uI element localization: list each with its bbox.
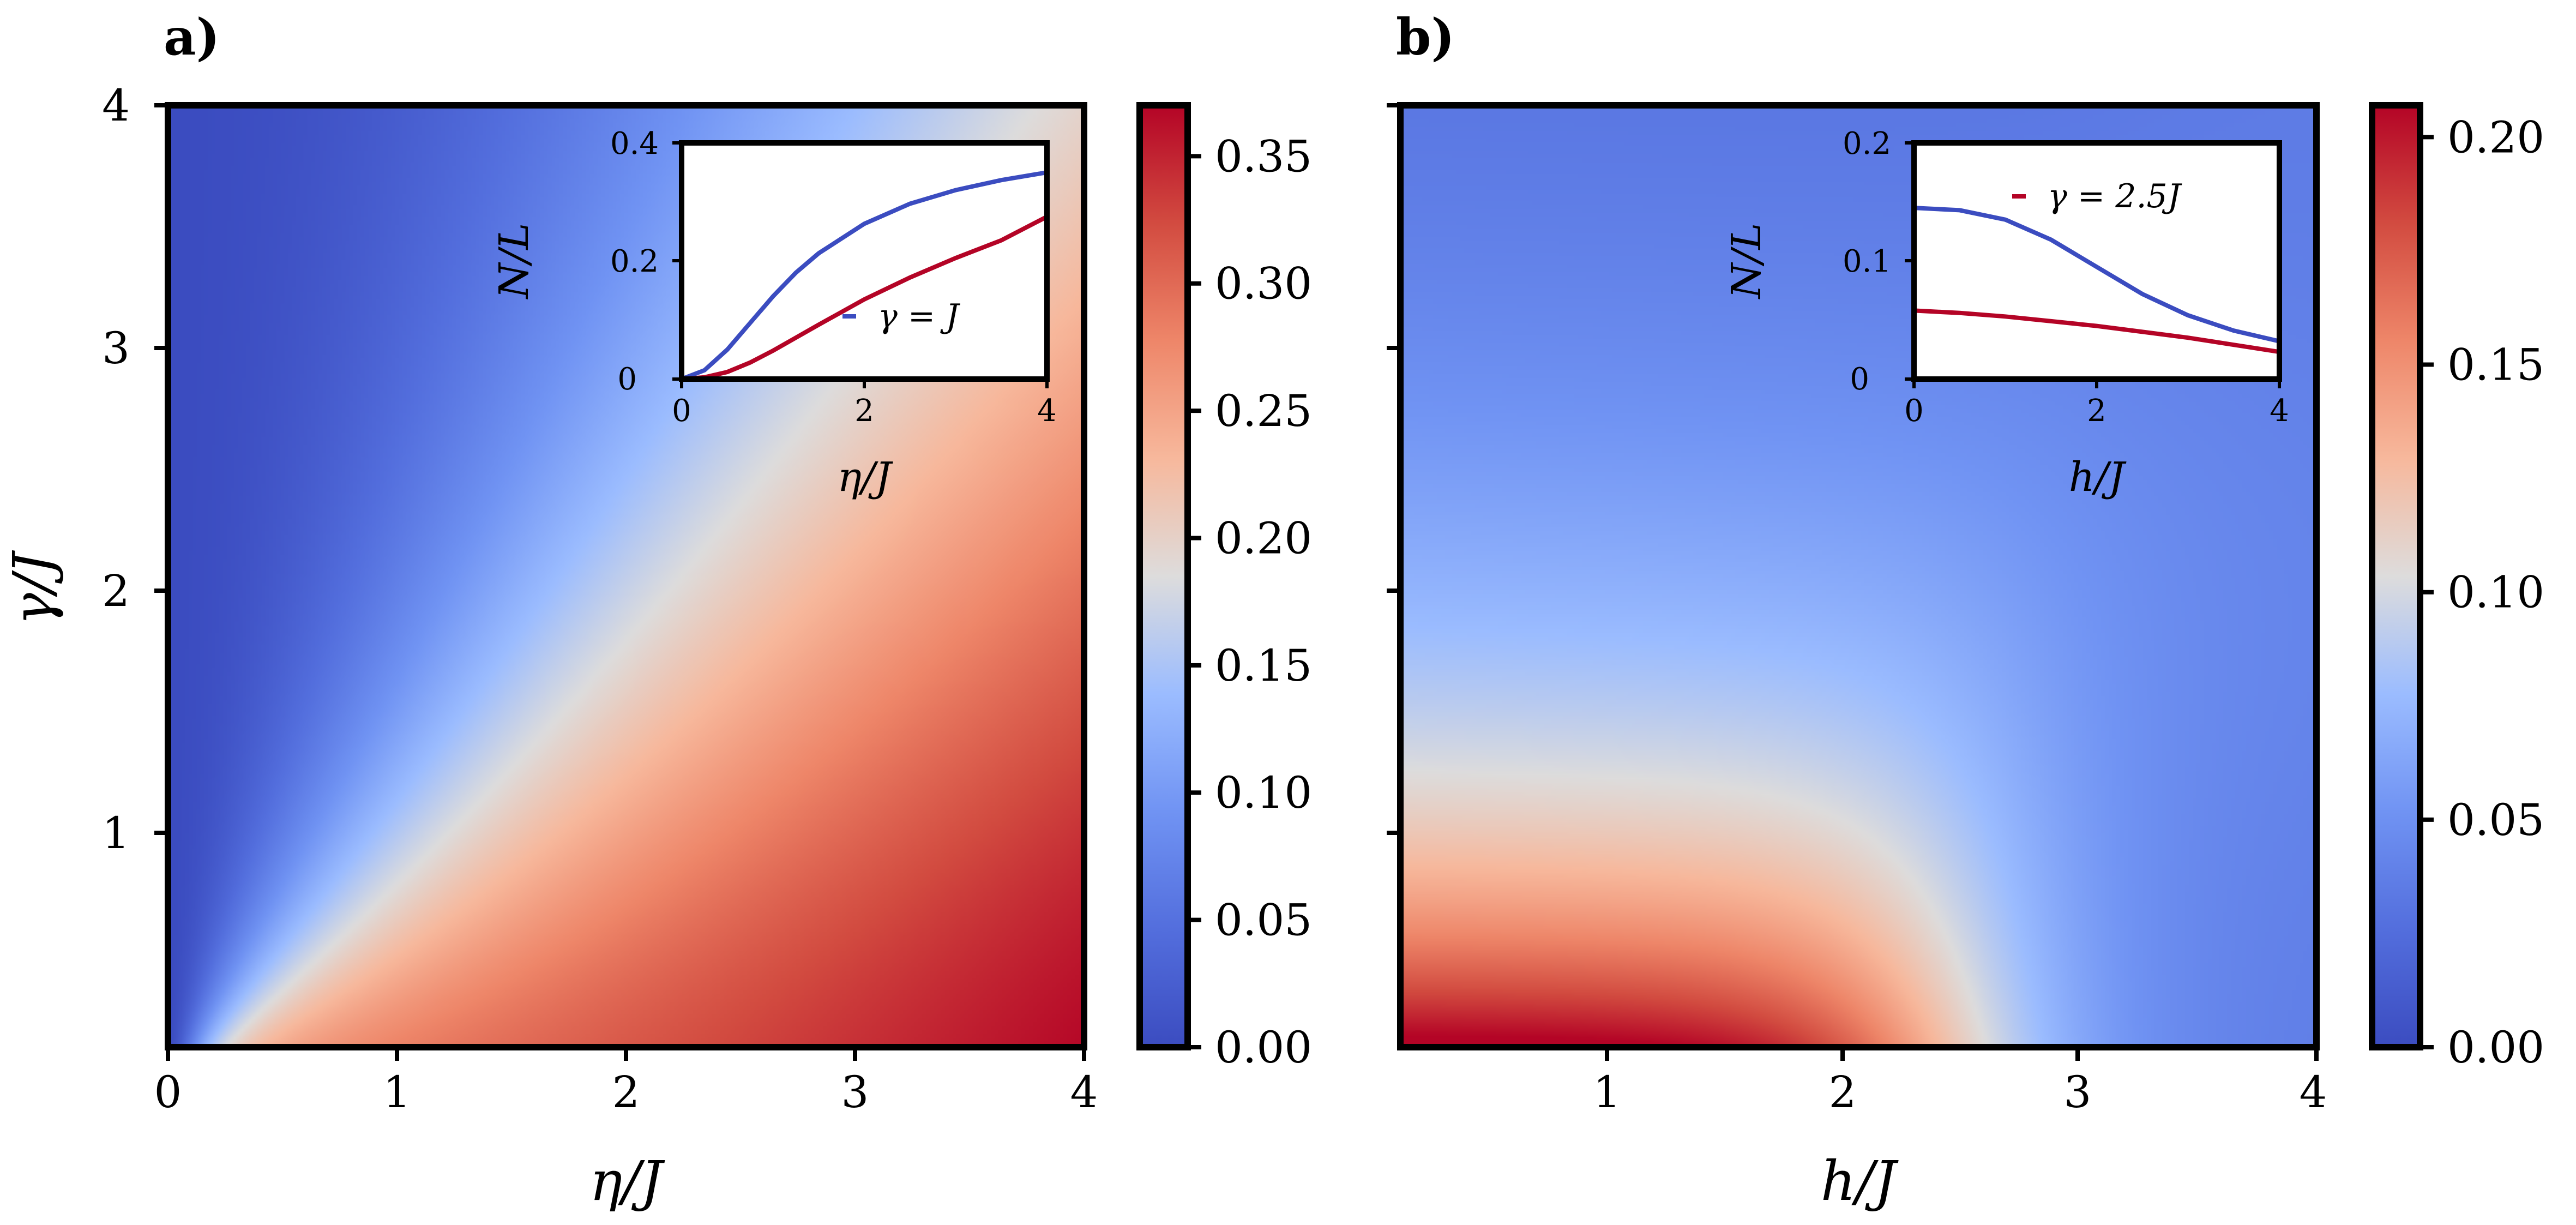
- y-tick-label-a-2: 2: [102, 566, 130, 616]
- panel-a-y-axis: 1 2 3 4 γ/J: [1, 80, 168, 858]
- x-tick-label-b-2: 2: [1829, 1067, 1857, 1118]
- inset-b-y-tick-label-1: 0.1: [1843, 244, 1891, 279]
- colorbar-b-tick-label-2: 0.10: [2447, 567, 2544, 618]
- inset-a-x-tick-label-2: 2: [854, 393, 874, 429]
- inset-b-x-axis-label: h/J: [2069, 454, 2127, 501]
- panel-a-label: a): [164, 8, 220, 67]
- inset-a-legend-label: γ = J: [878, 297, 960, 335]
- colorbar-b-frame: [2369, 102, 2423, 1050]
- y-tick-label-a-1: 1: [102, 808, 130, 858]
- panel-b: b) 1 2 3 4 h/J γ = 2.5J: [1387, 8, 2544, 1213]
- inset-b-series-gamma-J: [1913, 206, 2280, 344]
- inset-a-x-axis-label: η/J: [838, 454, 894, 501]
- colorbar-b: 0.00 0.05 0.10 0.15 0.20: [2369, 102, 2544, 1073]
- inset-a-series-gamma-2.5J: [681, 214, 1048, 381]
- colorbar-a: 0.00 0.05 0.10 0.15 0.20 0.25 0.30 0.35: [1136, 102, 1312, 1073]
- colorbar-a-tick-label-2: 0.10: [1215, 767, 1312, 818]
- colorbar-a-tick-label-4: 0.20: [1215, 513, 1312, 563]
- x-tick-label-b-1: 1: [1593, 1067, 1621, 1118]
- heatmap-b-frame: [1397, 102, 2320, 1050]
- panel-b-y-axis: [1387, 103, 1400, 835]
- colorbar-b-gradient: [2372, 105, 2420, 1047]
- panel-b-label: b): [1396, 8, 1455, 67]
- colorbar-b-tick-label-0: 0.00: [2447, 1022, 2544, 1073]
- colorbar-a-frame: [1136, 102, 1191, 1050]
- inset-a-y-tick-label-1: 0.2: [610, 244, 659, 279]
- inset-a: γ = J 0 2 4 η/J 0 0.2 0.4 N/L: [491, 126, 1057, 501]
- colorbar-a-gradient: [1140, 105, 1188, 1047]
- x-tick-label-b-3: 3: [2064, 1067, 2092, 1118]
- colorbar-b-tick-label-3: 0.15: [2447, 340, 2544, 391]
- colorbar-b-tick-label-4: 0.20: [2447, 112, 2544, 163]
- x-axis-label-a: η/J: [589, 1149, 665, 1213]
- colorbar-a-tick-label-7: 0.35: [1215, 131, 1312, 182]
- colorbar-b-ticks: 0.00 0.05 0.10 0.15 0.20: [2420, 112, 2544, 1073]
- inset-a-y-tick-label-2: 0.4: [610, 126, 659, 161]
- inset-b-frame: [1911, 140, 2282, 382]
- y-tick-label-a-4: 4: [102, 80, 130, 131]
- inset-b: γ = 2.5J 0 2 4 h/J 0 0.1 0.2 N/L: [1723, 126, 2289, 501]
- panel-a: a) 0 1 2 3 4 η/J 1 2 3 4 γ/J: [1, 8, 1312, 1213]
- inset-a-y-axis-label: N/L: [491, 223, 538, 300]
- y-axis-label-a: γ/J: [1, 550, 65, 625]
- inset-b-series-gamma-2.5J: [1913, 308, 2280, 355]
- colorbar-a-tick-label-1: 0.05: [1215, 895, 1312, 946]
- inset-a-y-tick-label-0: 0: [617, 362, 637, 397]
- colorbar-a-tick-label-3: 0.15: [1215, 640, 1312, 691]
- x-tick-label-a-3: 3: [841, 1067, 869, 1118]
- inset-a-x-tick-label-0: 0: [672, 393, 691, 429]
- inset-b-x-tick-label-0: 0: [1904, 393, 1924, 429]
- x-tick-label-a-2: 2: [612, 1067, 640, 1118]
- inset-b-y-tick-label-0: 0: [1850, 362, 1869, 397]
- colorbar-a-tick-label-0: 0.00: [1215, 1022, 1312, 1073]
- x-tick-label-a-0: 0: [154, 1067, 182, 1118]
- inset-b-y-axis-label: N/L: [1723, 223, 1770, 300]
- inset-b-legend-label: γ = 2.5J: [2048, 177, 2182, 215]
- panel-a-x-axis: 0 1 2 3 4 η/J: [154, 1047, 1098, 1213]
- colorbar-b-tick-label-1: 0.05: [2447, 795, 2544, 845]
- inset-b-x-tick-label-2: 2: [2087, 393, 2106, 429]
- x-tick-label-b-4: 4: [2300, 1067, 2327, 1118]
- colorbar-a-tick-label-6: 0.30: [1215, 259, 1312, 309]
- inset-a-frame: [679, 140, 1050, 382]
- colorbar-a-tick-label-5: 0.25: [1215, 386, 1312, 436]
- y-tick-label-a-3: 3: [102, 323, 130, 374]
- inset-b-x-tick-label-4: 4: [2270, 393, 2289, 429]
- x-axis-label-b: h/J: [1821, 1149, 1899, 1213]
- colorbar-a-ticks: 0.00 0.05 0.10 0.15 0.20 0.25 0.30 0.35: [1188, 131, 1312, 1073]
- inset-b-y-tick-label-2: 0.2: [1843, 126, 1891, 161]
- inset-a-x-tick-label-4: 4: [1037, 393, 1057, 429]
- x-tick-label-a-4: 4: [1070, 1067, 1098, 1118]
- x-tick-label-a-1: 1: [383, 1067, 411, 1118]
- inset-a-series-gamma-J: [681, 170, 1048, 381]
- panel-b-x-axis: 1 2 3 4 h/J: [1593, 1047, 2327, 1213]
